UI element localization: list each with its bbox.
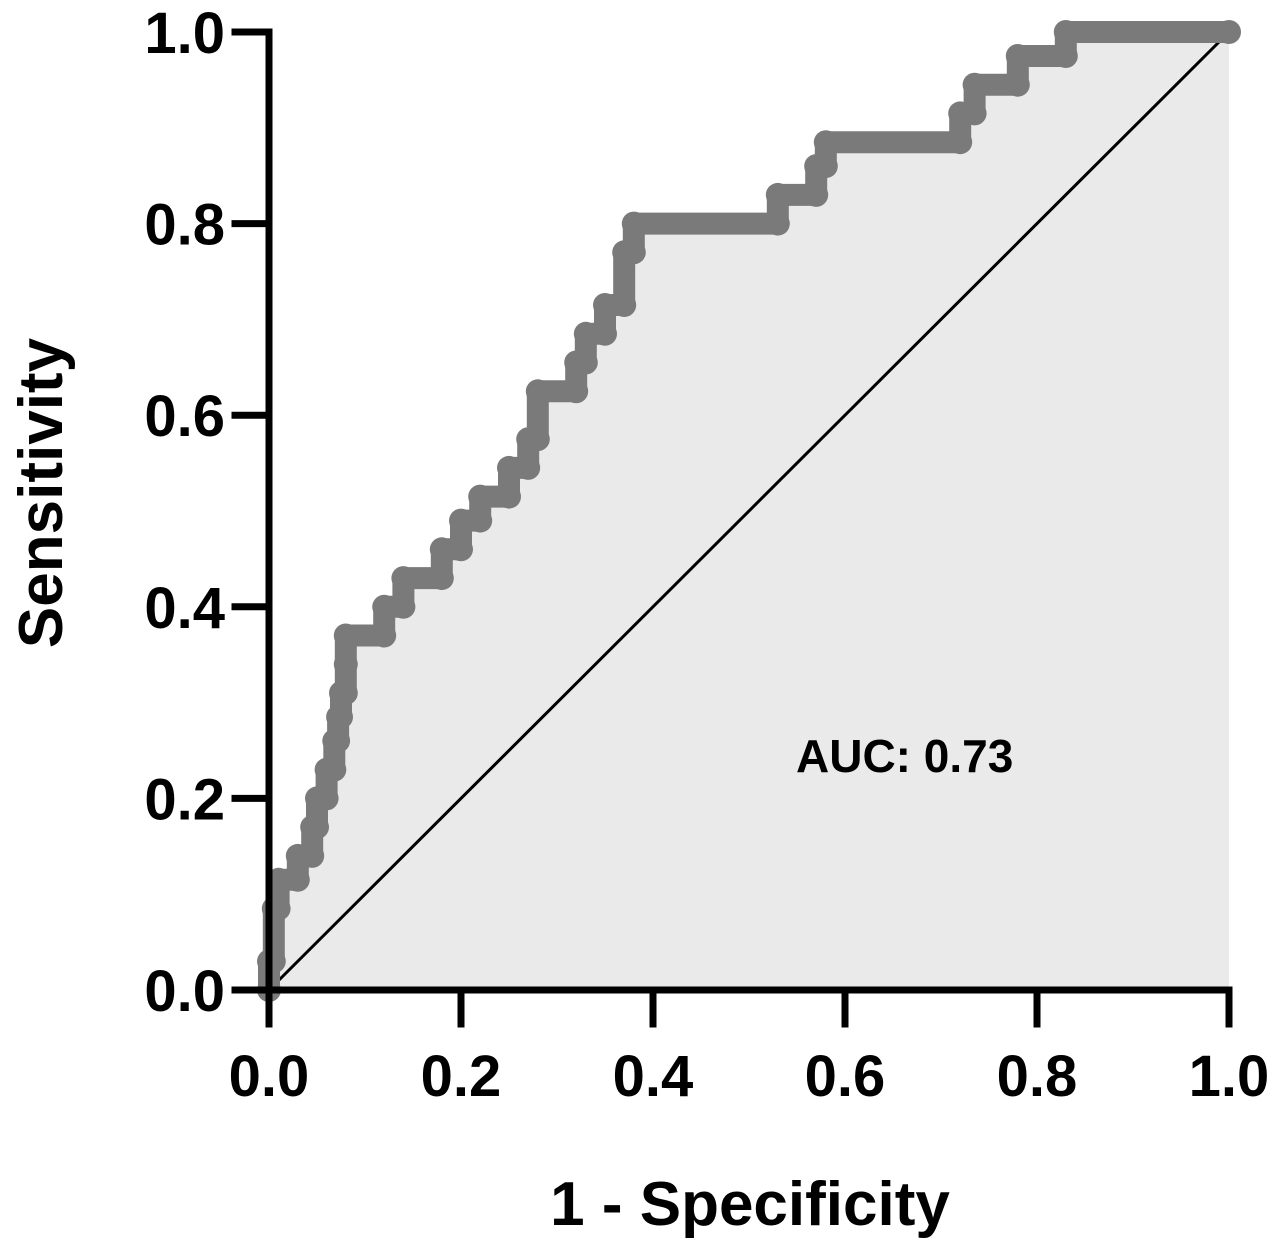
roc-point — [564, 379, 589, 404]
roc-point — [1005, 72, 1030, 97]
roc-point — [372, 623, 397, 648]
y-tick-label: 0.6 — [144, 384, 225, 449]
roc-curve — [257, 20, 1241, 1002]
roc-point — [612, 293, 637, 317]
y-axis-title: Sensitivity — [7, 337, 76, 648]
roc-point — [497, 455, 521, 480]
roc-point — [1053, 20, 1078, 44]
y-tick-label: 1.0 — [144, 1, 225, 66]
roc-point — [429, 537, 454, 562]
roc-point — [266, 896, 291, 921]
y-tick-label: 0.8 — [144, 193, 225, 258]
roc-point — [305, 815, 329, 840]
y-tick-label: 0.0 — [144, 959, 225, 1024]
y-tick-label: 0.4 — [144, 576, 225, 641]
roc-point — [813, 154, 838, 179]
roc-point — [962, 101, 987, 126]
roc-point — [300, 843, 325, 868]
roc-point — [285, 867, 310, 892]
roc-point — [621, 211, 646, 236]
roc-point — [391, 566, 416, 591]
roc-point — [1217, 20, 1241, 44]
roc-point — [593, 293, 617, 317]
axes: 0.0 0.2 0.4 0.6 0.8 1.0 0.0 0.2 0.4 0.6 0.8 1.0 — [144, 1, 1269, 1109]
y-tick-label: 0.2 — [144, 767, 225, 832]
roc-point — [765, 211, 790, 236]
roc-point — [449, 537, 473, 562]
x-tick-label: 0.6 — [805, 1044, 886, 1109]
roc-point — [1005, 44, 1030, 68]
roc-point — [525, 427, 550, 452]
roc-point — [429, 566, 454, 591]
x-tick-label: 1.0 — [1189, 1044, 1270, 1109]
roc-point — [314, 786, 339, 811]
x-tick-label: 0.0 — [229, 1044, 310, 1109]
x-tick-label: 0.8 — [997, 1044, 1078, 1109]
roc-point — [497, 484, 521, 509]
roc-point — [765, 182, 790, 207]
x-axis-title: 1 - Specificity — [550, 1170, 950, 1239]
roc-point — [266, 867, 291, 892]
roc-point — [468, 484, 493, 509]
roc-point — [948, 130, 973, 155]
roc-point — [329, 705, 353, 729]
roc-point — [621, 240, 646, 265]
roc-point — [525, 379, 550, 404]
x-tick-label: 0.4 — [613, 1044, 694, 1109]
roc-point — [261, 949, 286, 974]
roc-point — [333, 652, 358, 677]
roc-point — [391, 594, 416, 619]
roc-point — [333, 623, 358, 648]
roc-point — [322, 757, 347, 782]
roc-point — [1053, 44, 1078, 68]
roc-point — [468, 508, 493, 533]
roc-point — [326, 728, 351, 753]
roc-point — [813, 130, 838, 155]
x-tick-label: 0.2 — [421, 1044, 502, 1109]
roc-point — [516, 455, 541, 480]
roc-point — [962, 72, 987, 97]
roc-point — [449, 508, 473, 533]
roc-point — [573, 321, 598, 346]
roc-point — [372, 594, 397, 619]
roc-point — [593, 321, 617, 346]
roc-point — [804, 182, 829, 207]
roc-point — [333, 681, 358, 705]
reference-diagonal-line — [267, 30, 1231, 992]
auc-annotation: AUC: 0.73 — [796, 730, 1013, 782]
roc-point — [573, 350, 598, 375]
